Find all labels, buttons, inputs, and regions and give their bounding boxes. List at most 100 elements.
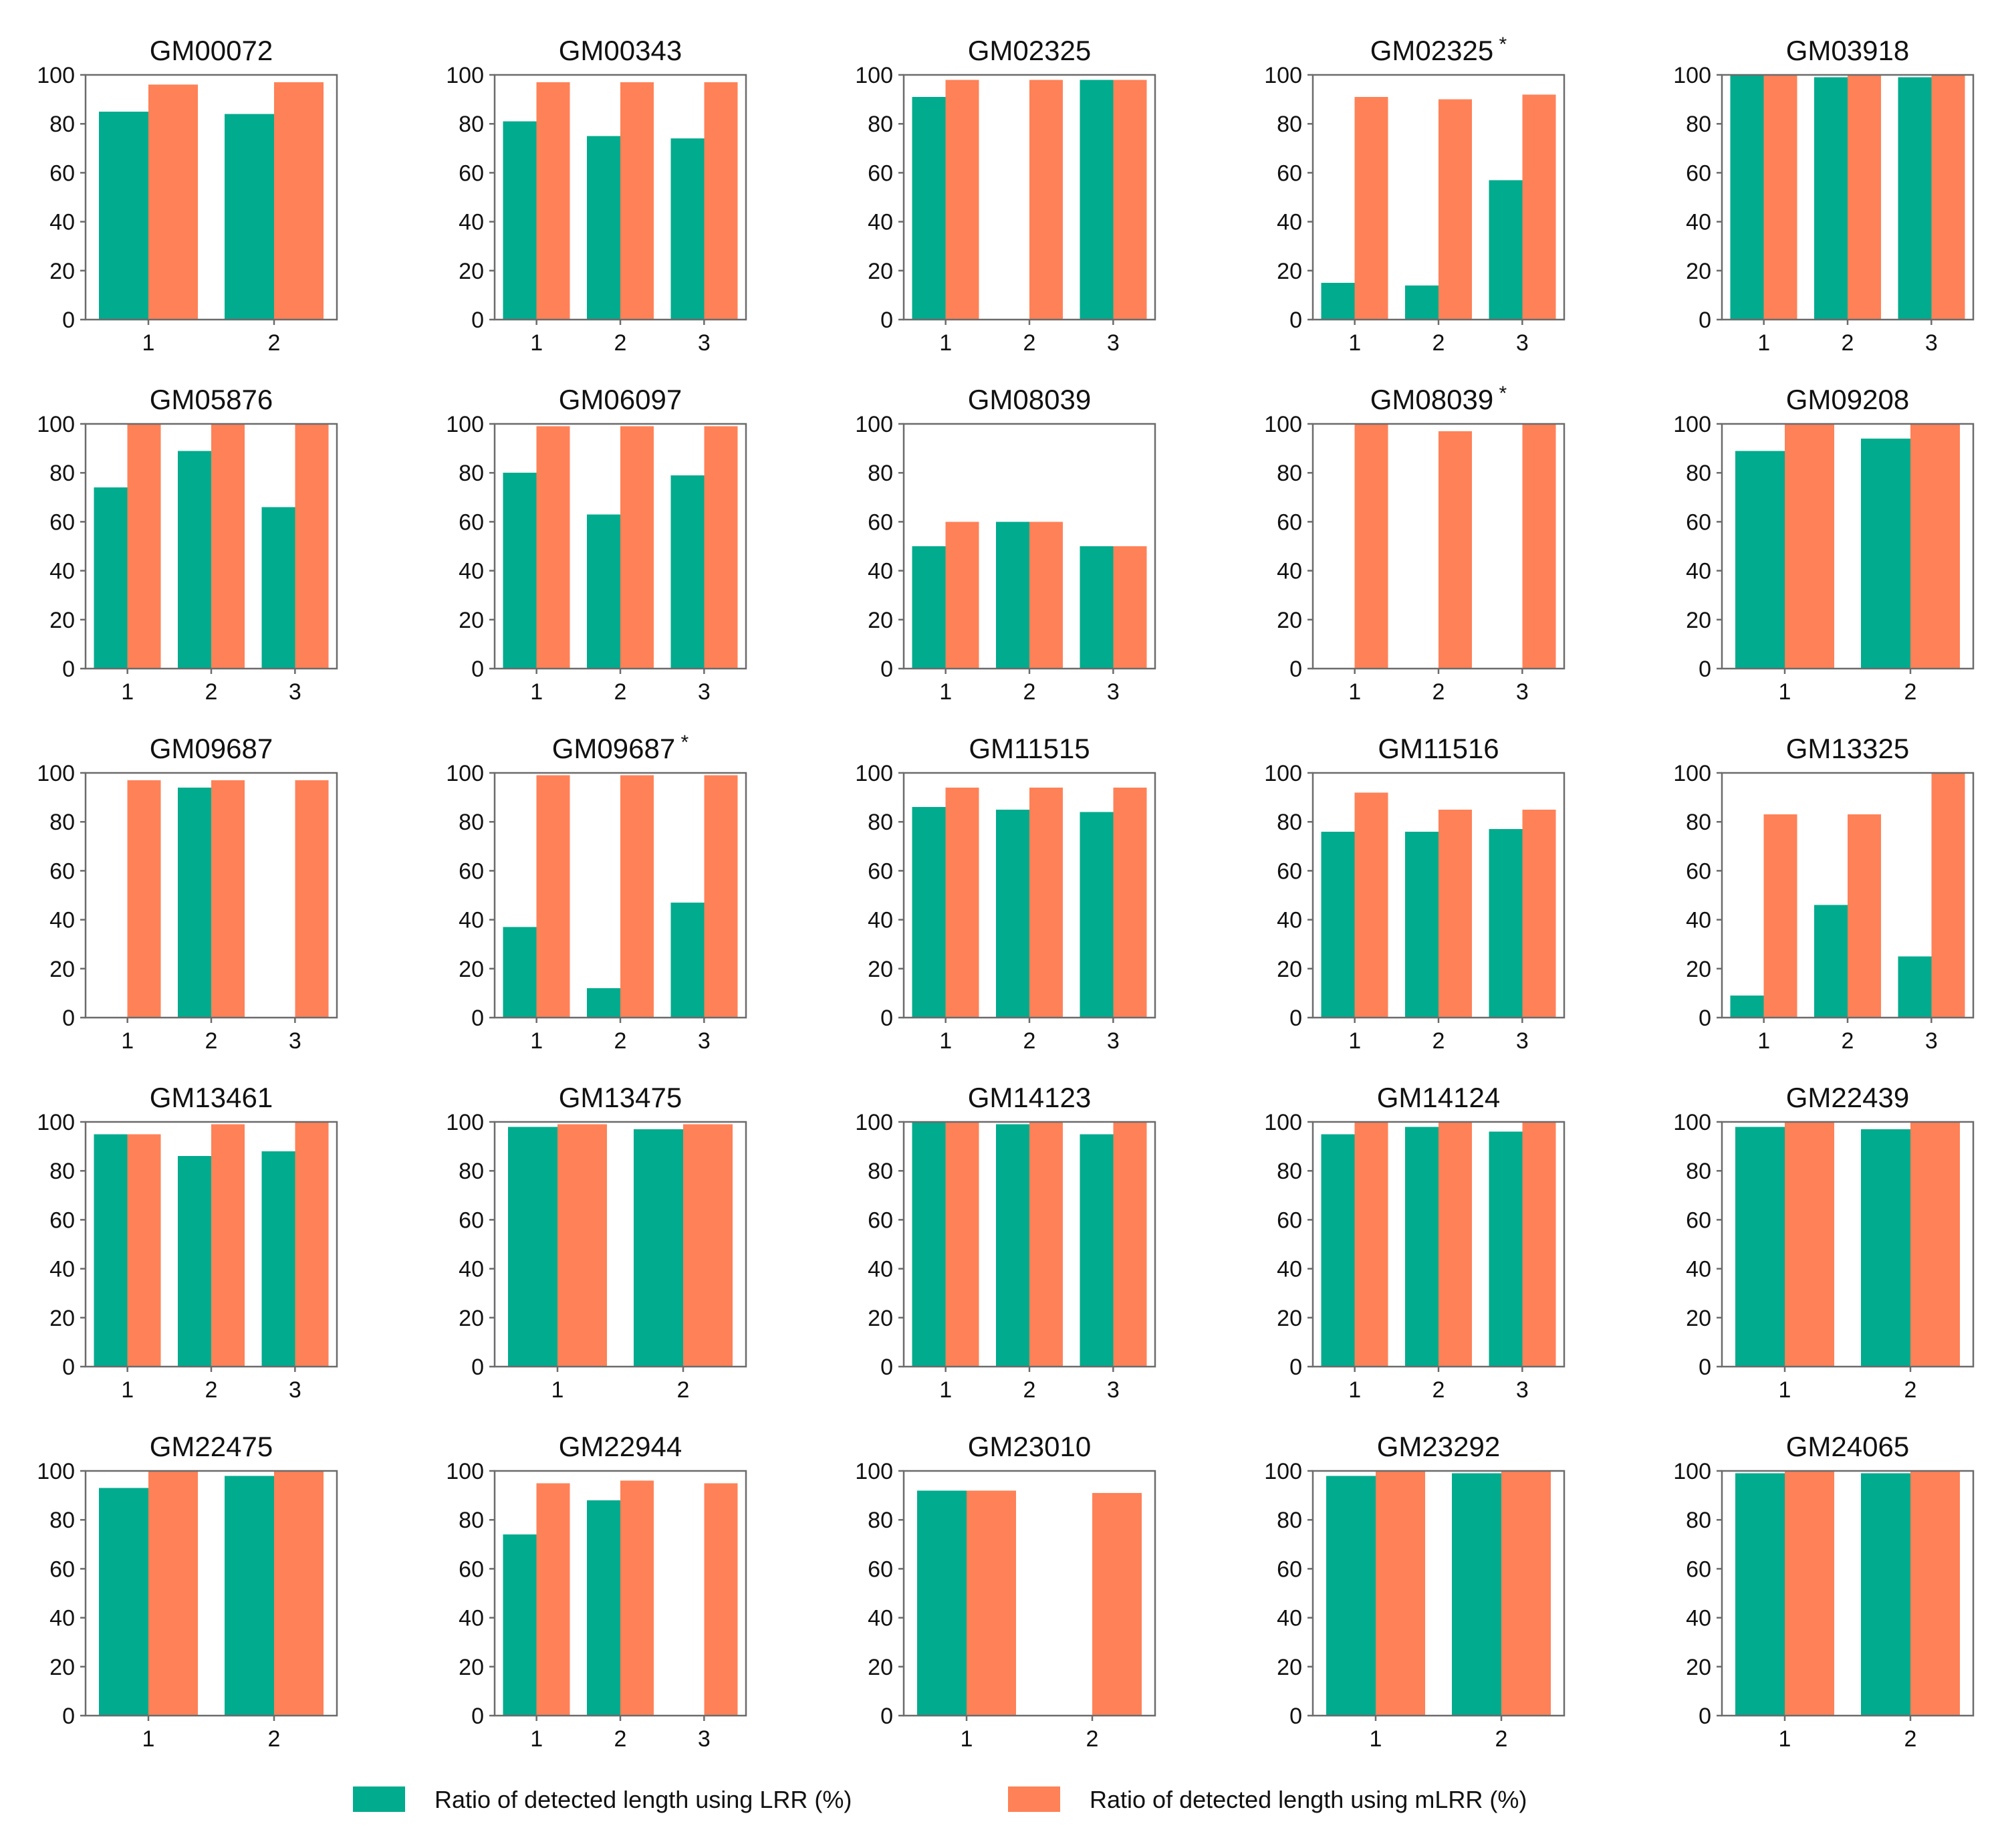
y-tick-label: 0 (1289, 308, 1302, 333)
y-tick-label: 100 (37, 412, 75, 437)
y-tick-label: 80 (868, 1159, 893, 1184)
panel-title: GM09687 * (552, 731, 689, 764)
y-tick-label: 20 (1277, 957, 1302, 982)
plot-frame (493, 1121, 747, 1368)
x-tick-label: 2 (1904, 1726, 1917, 1752)
y-tick-label: 20 (1686, 1655, 1711, 1680)
panel-title: GM23010 (968, 1431, 1091, 1462)
panel-title: GM22439 (1786, 1082, 1909, 1113)
bar-mlrr-2 (1029, 80, 1063, 320)
chart-panel: GM09687 1 2 3 0 20 40 60 80 100 (37, 733, 338, 1054)
y-tick-label: 20 (459, 957, 484, 982)
y-tick-label: 60 (868, 509, 893, 535)
y-tick-label: 40 (1686, 559, 1711, 584)
x-tick-label: 1 (939, 1377, 952, 1403)
y-tick-label: 100 (1673, 1459, 1711, 1484)
bar-mlrr-1 (127, 1134, 161, 1367)
x-tick-label: 1 (530, 679, 543, 705)
x-tick-label: 1 (1348, 330, 1361, 356)
y-tick-label: 60 (1277, 858, 1302, 884)
x-tick-label: 2 (677, 1377, 690, 1403)
x-tick-label: 2 (1023, 1028, 1036, 1054)
y-tick-label: 20 (1686, 259, 1711, 284)
y-tick-label: 40 (49, 559, 75, 584)
plot-frame (493, 423, 747, 670)
x-tick-label: 1 (1348, 1377, 1361, 1403)
bar-mlrr-3 (1522, 809, 1556, 1018)
y-tick-label: 20 (49, 957, 75, 982)
y-tick-label: 40 (49, 1257, 75, 1282)
bar-lrr-1 (912, 807, 946, 1018)
y-tick-label: 20 (868, 259, 893, 284)
bar-lrr-1 (912, 96, 946, 320)
bar-mlrr-3 (295, 424, 329, 669)
y-tick-label: 0 (62, 1355, 75, 1380)
y-tick-label: 40 (459, 559, 484, 584)
plot-frame (493, 1470, 747, 1717)
bar-mlrr-2 (274, 82, 324, 320)
y-tick-label: 20 (459, 259, 484, 284)
x-tick-label: 2 (1842, 330, 1854, 356)
bar-mlrr-3 (295, 1122, 329, 1367)
panel-title: GM11516 (1378, 733, 1499, 764)
y-tick-label: 20 (49, 1655, 75, 1680)
bar-mlrr-3 (704, 426, 738, 669)
plot-frame (1721, 772, 1975, 1019)
bar-mlrr-1 (1785, 1471, 1834, 1716)
x-tick-label: 2 (1432, 1028, 1445, 1054)
bar-lrr-1 (1735, 1127, 1785, 1367)
bar-mlrr-3 (1113, 80, 1147, 320)
panel-title: GM08039 * (1370, 382, 1507, 415)
bar-mlrr-2 (620, 1480, 654, 1716)
bar-lrr-2 (225, 114, 274, 320)
plot-frame (902, 1470, 1156, 1717)
chart-panel: GM03918 1 2 3 0 20 40 60 80 100 (1673, 35, 1975, 356)
y-tick-label: 100 (855, 761, 893, 786)
x-tick-label: 1 (1348, 1028, 1361, 1054)
y-tick-label: 100 (37, 63, 75, 88)
y-tick-label: 60 (49, 1207, 75, 1233)
bar-mlrr-2 (1029, 787, 1063, 1018)
y-tick-label: 100 (1264, 1459, 1302, 1484)
y-tick-label: 40 (868, 1606, 893, 1631)
x-tick-label: 1 (939, 679, 952, 705)
y-tick-label: 40 (49, 908, 75, 933)
y-tick-label: 0 (62, 1006, 75, 1031)
bar-lrr-1 (508, 1127, 557, 1367)
y-tick-label: 0 (880, 308, 893, 333)
y-tick-label: 20 (459, 1306, 484, 1331)
y-tick-label: 100 (855, 412, 893, 437)
bar-lrr-2 (996, 809, 1029, 1018)
y-tick-label: 40 (459, 1257, 484, 1282)
chart-panel: GM08039 1 2 3 0 20 40 60 80 100 (855, 384, 1156, 705)
y-tick-label: 0 (471, 1355, 484, 1380)
y-tick-label: 20 (868, 1655, 893, 1680)
bar-lrr-1 (1735, 451, 1785, 669)
x-tick-label: 3 (289, 679, 301, 705)
y-tick-label: 60 (1686, 1556, 1711, 1582)
y-tick-label: 20 (1277, 608, 1302, 633)
y-tick-label: 60 (459, 509, 484, 535)
x-tick-label: 1 (121, 679, 134, 705)
y-tick-label: 80 (1277, 1159, 1302, 1184)
y-tick-label: 80 (1686, 461, 1711, 486)
y-tick-label: 60 (1686, 160, 1711, 186)
bar-lrr-1 (503, 1534, 537, 1716)
bar-mlrr-2 (211, 780, 245, 1018)
x-tick-label: 1 (1757, 330, 1770, 356)
panel-title: GM06097 (559, 384, 682, 415)
bar-lrr-1 (912, 1122, 946, 1367)
y-tick-label: 40 (459, 908, 484, 933)
bar-mlrr-1 (1354, 792, 1388, 1018)
plot-frame (84, 1470, 338, 1717)
y-tick-label: 40 (868, 1257, 893, 1282)
y-tick-label: 60 (1686, 858, 1711, 884)
x-tick-label: 1 (1757, 1028, 1770, 1054)
bar-lrr-3 (1080, 80, 1114, 320)
bar-mlrr-1 (127, 780, 161, 1018)
y-tick-label: 100 (446, 761, 484, 786)
